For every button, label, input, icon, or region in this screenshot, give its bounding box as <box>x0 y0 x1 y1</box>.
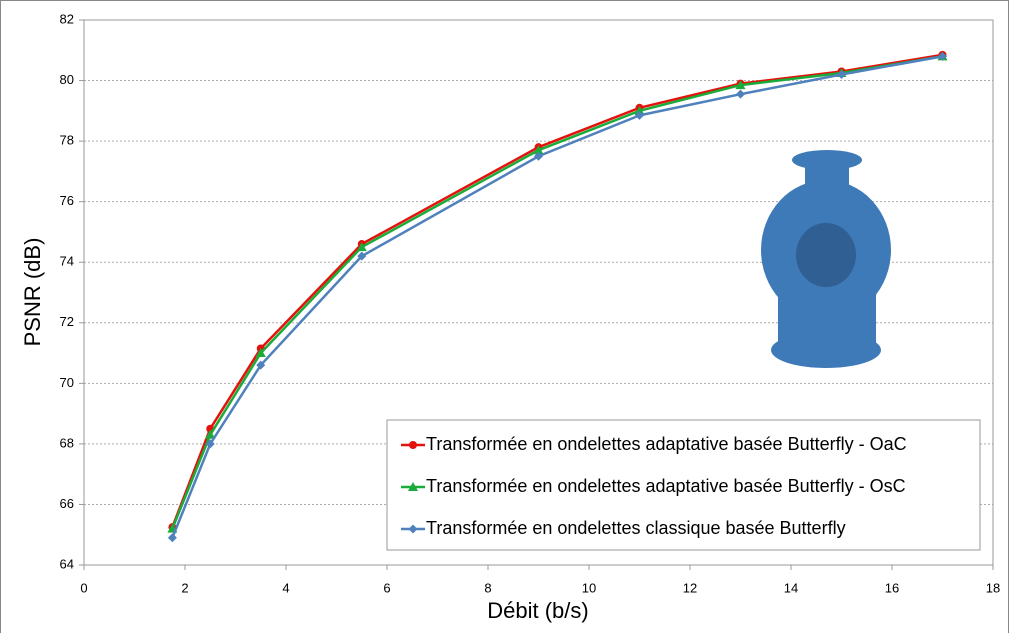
x-tick-label: 6 <box>383 580 390 595</box>
y-axis-title: PSNR (dB) <box>20 238 45 347</box>
x-tick-label: 14 <box>784 580 798 595</box>
legend-label: Transformée en ondelettes adaptative bas… <box>426 434 907 454</box>
y-tick-label: 64 <box>60 556 74 571</box>
lion-base <box>771 332 881 368</box>
marker <box>205 439 215 449</box>
legend-marker <box>408 524 418 534</box>
x-tick-label: 0 <box>80 580 87 595</box>
y-tick-label: 68 <box>60 435 74 450</box>
x-tick-label: 10 <box>582 580 596 595</box>
y-tick-label: 76 <box>60 193 74 208</box>
y-tick-label: 74 <box>60 254 74 269</box>
y-tick-label: 70 <box>60 375 74 390</box>
legend-marker <box>408 482 418 491</box>
marker <box>735 80 746 90</box>
y-tick-label: 66 <box>60 496 74 511</box>
marker <box>356 242 367 252</box>
legend-box <box>386 419 981 551</box>
x-tick-label: 4 <box>282 580 289 595</box>
y-tick-label: 78 <box>60 133 74 148</box>
marker <box>634 105 645 115</box>
y-tick-label: 80 <box>60 72 74 87</box>
x-tick-label: 12 <box>683 580 697 595</box>
legend-marker <box>409 441 417 449</box>
marker <box>837 70 846 79</box>
lion-image <box>761 150 891 368</box>
marker <box>255 348 266 358</box>
x-tick-label: 2 <box>181 580 188 595</box>
x-tick-label: 16 <box>885 580 899 595</box>
y-tick-label: 82 <box>60 11 74 26</box>
y-tick-label: 72 <box>60 314 74 329</box>
marker <box>736 89 745 99</box>
marker <box>938 51 947 61</box>
marker <box>534 151 543 161</box>
lion-face <box>796 223 856 287</box>
legend-label: Transformée en ondelettes classique basé… <box>426 518 846 538</box>
marker <box>256 360 266 370</box>
x-tick-label: 18 <box>986 580 1000 595</box>
marker <box>357 251 367 261</box>
marker <box>167 533 177 543</box>
marker <box>205 429 216 439</box>
marker <box>635 110 644 120</box>
marker <box>533 145 544 155</box>
x-tick-label: 8 <box>484 580 491 595</box>
plot-frame <box>83 19 994 566</box>
x-axis-title: Débit (b/s) <box>487 598 588 623</box>
legend-label: Transformée en ondelettes adaptative bas… <box>426 476 906 496</box>
